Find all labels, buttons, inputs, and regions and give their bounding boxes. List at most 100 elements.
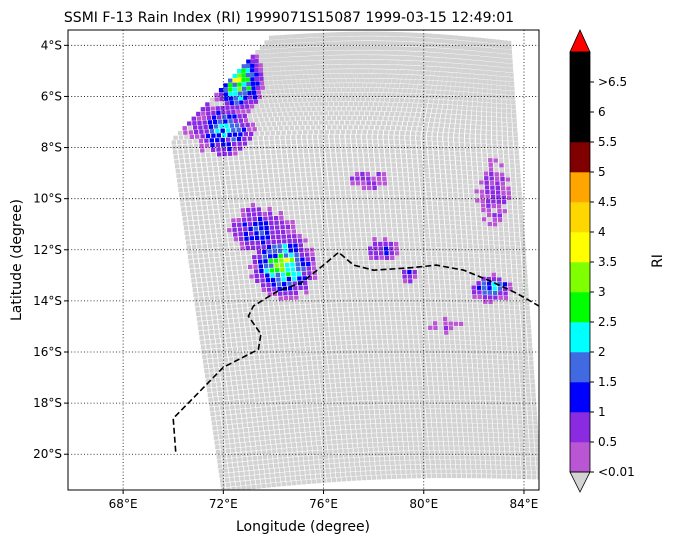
swath-pixel — [406, 260, 411, 265]
swath-pixel — [252, 298, 257, 303]
swath-pixel — [194, 297, 199, 302]
swath-pixel — [452, 363, 457, 368]
swath-pixel — [302, 33, 308, 38]
swath-pixel — [504, 305, 509, 310]
swath-pixel — [274, 306, 279, 311]
swath-pixel — [286, 130, 292, 135]
swath-pixel — [261, 364, 266, 369]
swath-pixel — [198, 125, 203, 130]
swath-pixel — [455, 220, 460, 225]
swath-pixel — [511, 332, 516, 337]
swath-pixel — [241, 174, 247, 179]
swath-pixel — [461, 110, 467, 115]
swath-pixel — [443, 321, 448, 326]
swath-pixel — [402, 121, 408, 126]
swath-pixel — [239, 160, 245, 165]
swath-pixel — [423, 99, 429, 104]
swath-pixel — [267, 211, 273, 216]
swath-pixel — [336, 50, 341, 55]
swath-pixel — [526, 324, 531, 329]
swath-pixel — [370, 218, 375, 223]
swath-pixel — [384, 353, 389, 358]
swath-pixel — [316, 69, 321, 74]
swath-pixel — [234, 395, 239, 400]
swath-pixel — [233, 232, 238, 237]
swath-pixel — [262, 58, 268, 63]
swath-pixel — [503, 286, 508, 291]
swath-pixel — [471, 285, 476, 290]
swath-pixel — [374, 153, 379, 158]
swath-pixel — [464, 82, 469, 88]
swath-pixel — [440, 229, 445, 234]
swath-pixel — [336, 392, 342, 397]
swath-pixel — [238, 146, 243, 151]
swath-pixel — [473, 248, 479, 254]
swath-pixel — [228, 275, 233, 280]
swath-pixel — [223, 391, 228, 396]
swath-pixel — [382, 288, 388, 293]
swath-pixel — [337, 307, 343, 312]
swath-pixel — [500, 72, 505, 77]
swath-pixel — [465, 129, 470, 134]
swath-pixel — [487, 75, 492, 80]
swath-pixel — [432, 316, 437, 321]
swath-pixel — [214, 176, 220, 181]
swath-pixel — [332, 214, 337, 219]
swath-pixel — [407, 269, 412, 275]
swath-pixel — [244, 198, 250, 203]
swath-pixel — [288, 248, 293, 253]
swath-pixel — [509, 373, 514, 379]
swath-pixel — [384, 200, 389, 205]
swath-pixel — [349, 218, 354, 223]
swath-pixel — [252, 259, 258, 265]
swath-pixel — [389, 200, 395, 205]
swath-pixel — [408, 172, 414, 177]
swath-pixel — [293, 371, 298, 376]
swath-pixel — [371, 106, 376, 111]
swath-pixel — [287, 329, 293, 334]
swath-pixel — [387, 227, 392, 233]
swath-pixel — [244, 356, 249, 361]
swath-pixel — [293, 111, 298, 117]
swath-pixel — [443, 326, 449, 331]
swath-pixel — [479, 189, 485, 194]
swath-pixel — [497, 350, 502, 355]
swath-pixel — [524, 292, 529, 297]
swath-pixel — [205, 373, 210, 378]
swath-pixel — [244, 100, 249, 105]
swath-pixel — [493, 226, 498, 232]
swath-pixel — [267, 49, 272, 54]
swath-pixel — [272, 159, 277, 164]
swath-pixel — [173, 135, 178, 140]
swath-pixel — [367, 241, 372, 246]
swath-pixel — [346, 106, 351, 111]
swath-pixel — [508, 360, 513, 365]
swath-pixel — [491, 75, 497, 81]
swath-pixel — [286, 139, 291, 145]
swath-pixel — [210, 378, 216, 383]
swath-pixel — [196, 316, 202, 321]
swath-pixel — [510, 314, 515, 319]
swath-pixel — [279, 386, 284, 391]
swath-pixel — [319, 148, 325, 153]
swath-pixel — [340, 331, 345, 336]
swath-pixel — [375, 45, 380, 50]
swath-pixel — [475, 139, 481, 144]
swath-pixel — [429, 94, 435, 99]
swath-pixel — [223, 92, 229, 97]
swath-pixel — [373, 59, 378, 64]
swath-pixel — [246, 336, 252, 341]
swath-pixel — [414, 348, 420, 353]
swath-pixel — [435, 288, 440, 294]
swath-pixel — [454, 326, 459, 331]
swath-pixel — [451, 169, 456, 175]
swath-pixel — [492, 222, 498, 227]
swath-pixel — [362, 130, 367, 135]
swath-pixel — [283, 376, 288, 381]
swath-pixel — [386, 218, 391, 223]
swath-pixel — [515, 241, 520, 246]
swath-pixel — [395, 362, 400, 367]
swath-pixel — [451, 54, 456, 59]
swath-pixel — [229, 362, 234, 367]
swath-pixel — [308, 139, 313, 144]
